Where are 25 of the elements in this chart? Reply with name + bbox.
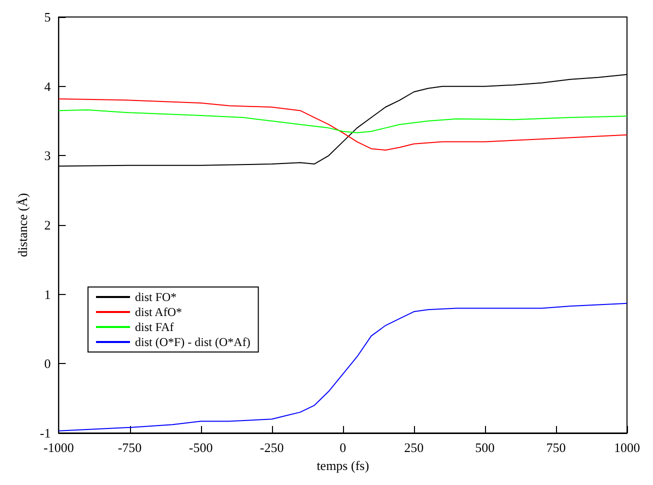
x-tick-label: -1000: [44, 440, 74, 455]
x-tick-label: -500: [188, 440, 213, 455]
y-tick-label: 0: [44, 356, 51, 372]
y-tick-label: 4: [44, 78, 52, 94]
x-tick-label: 750: [546, 440, 566, 455]
legend-label: dist (O*F) - dist (O*Af): [135, 335, 250, 349]
x-tick-label: 250: [404, 440, 424, 455]
legend-label: dist AfO*: [135, 305, 182, 319]
x-tick-label: 0: [340, 440, 346, 455]
y-tick-label: 5: [44, 10, 51, 24]
y-tick-label: 3: [44, 148, 51, 164]
y-tick-label: 1: [44, 286, 51, 302]
line-series: [58, 109, 628, 134]
line-series: [58, 98, 628, 151]
legend-label: dist FO*: [135, 290, 177, 304]
y-tick-label: 2: [44, 218, 51, 232]
x-tick-label: 1000: [614, 440, 640, 455]
x-tick-label: 500: [475, 440, 495, 455]
y-tick-label: -1: [40, 426, 51, 440]
x-tick-label: -250: [260, 440, 284, 455]
legend-label: dist FAf: [135, 320, 174, 334]
x-axis-title: temps (fs): [316, 458, 370, 473]
x-tick-label: -750: [118, 440, 142, 455]
y-axis-title: distance (Å): [15, 193, 30, 257]
line-series: [58, 302, 628, 432]
